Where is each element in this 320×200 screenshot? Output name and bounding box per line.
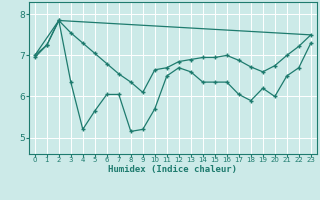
X-axis label: Humidex (Indice chaleur): Humidex (Indice chaleur) <box>108 165 237 174</box>
